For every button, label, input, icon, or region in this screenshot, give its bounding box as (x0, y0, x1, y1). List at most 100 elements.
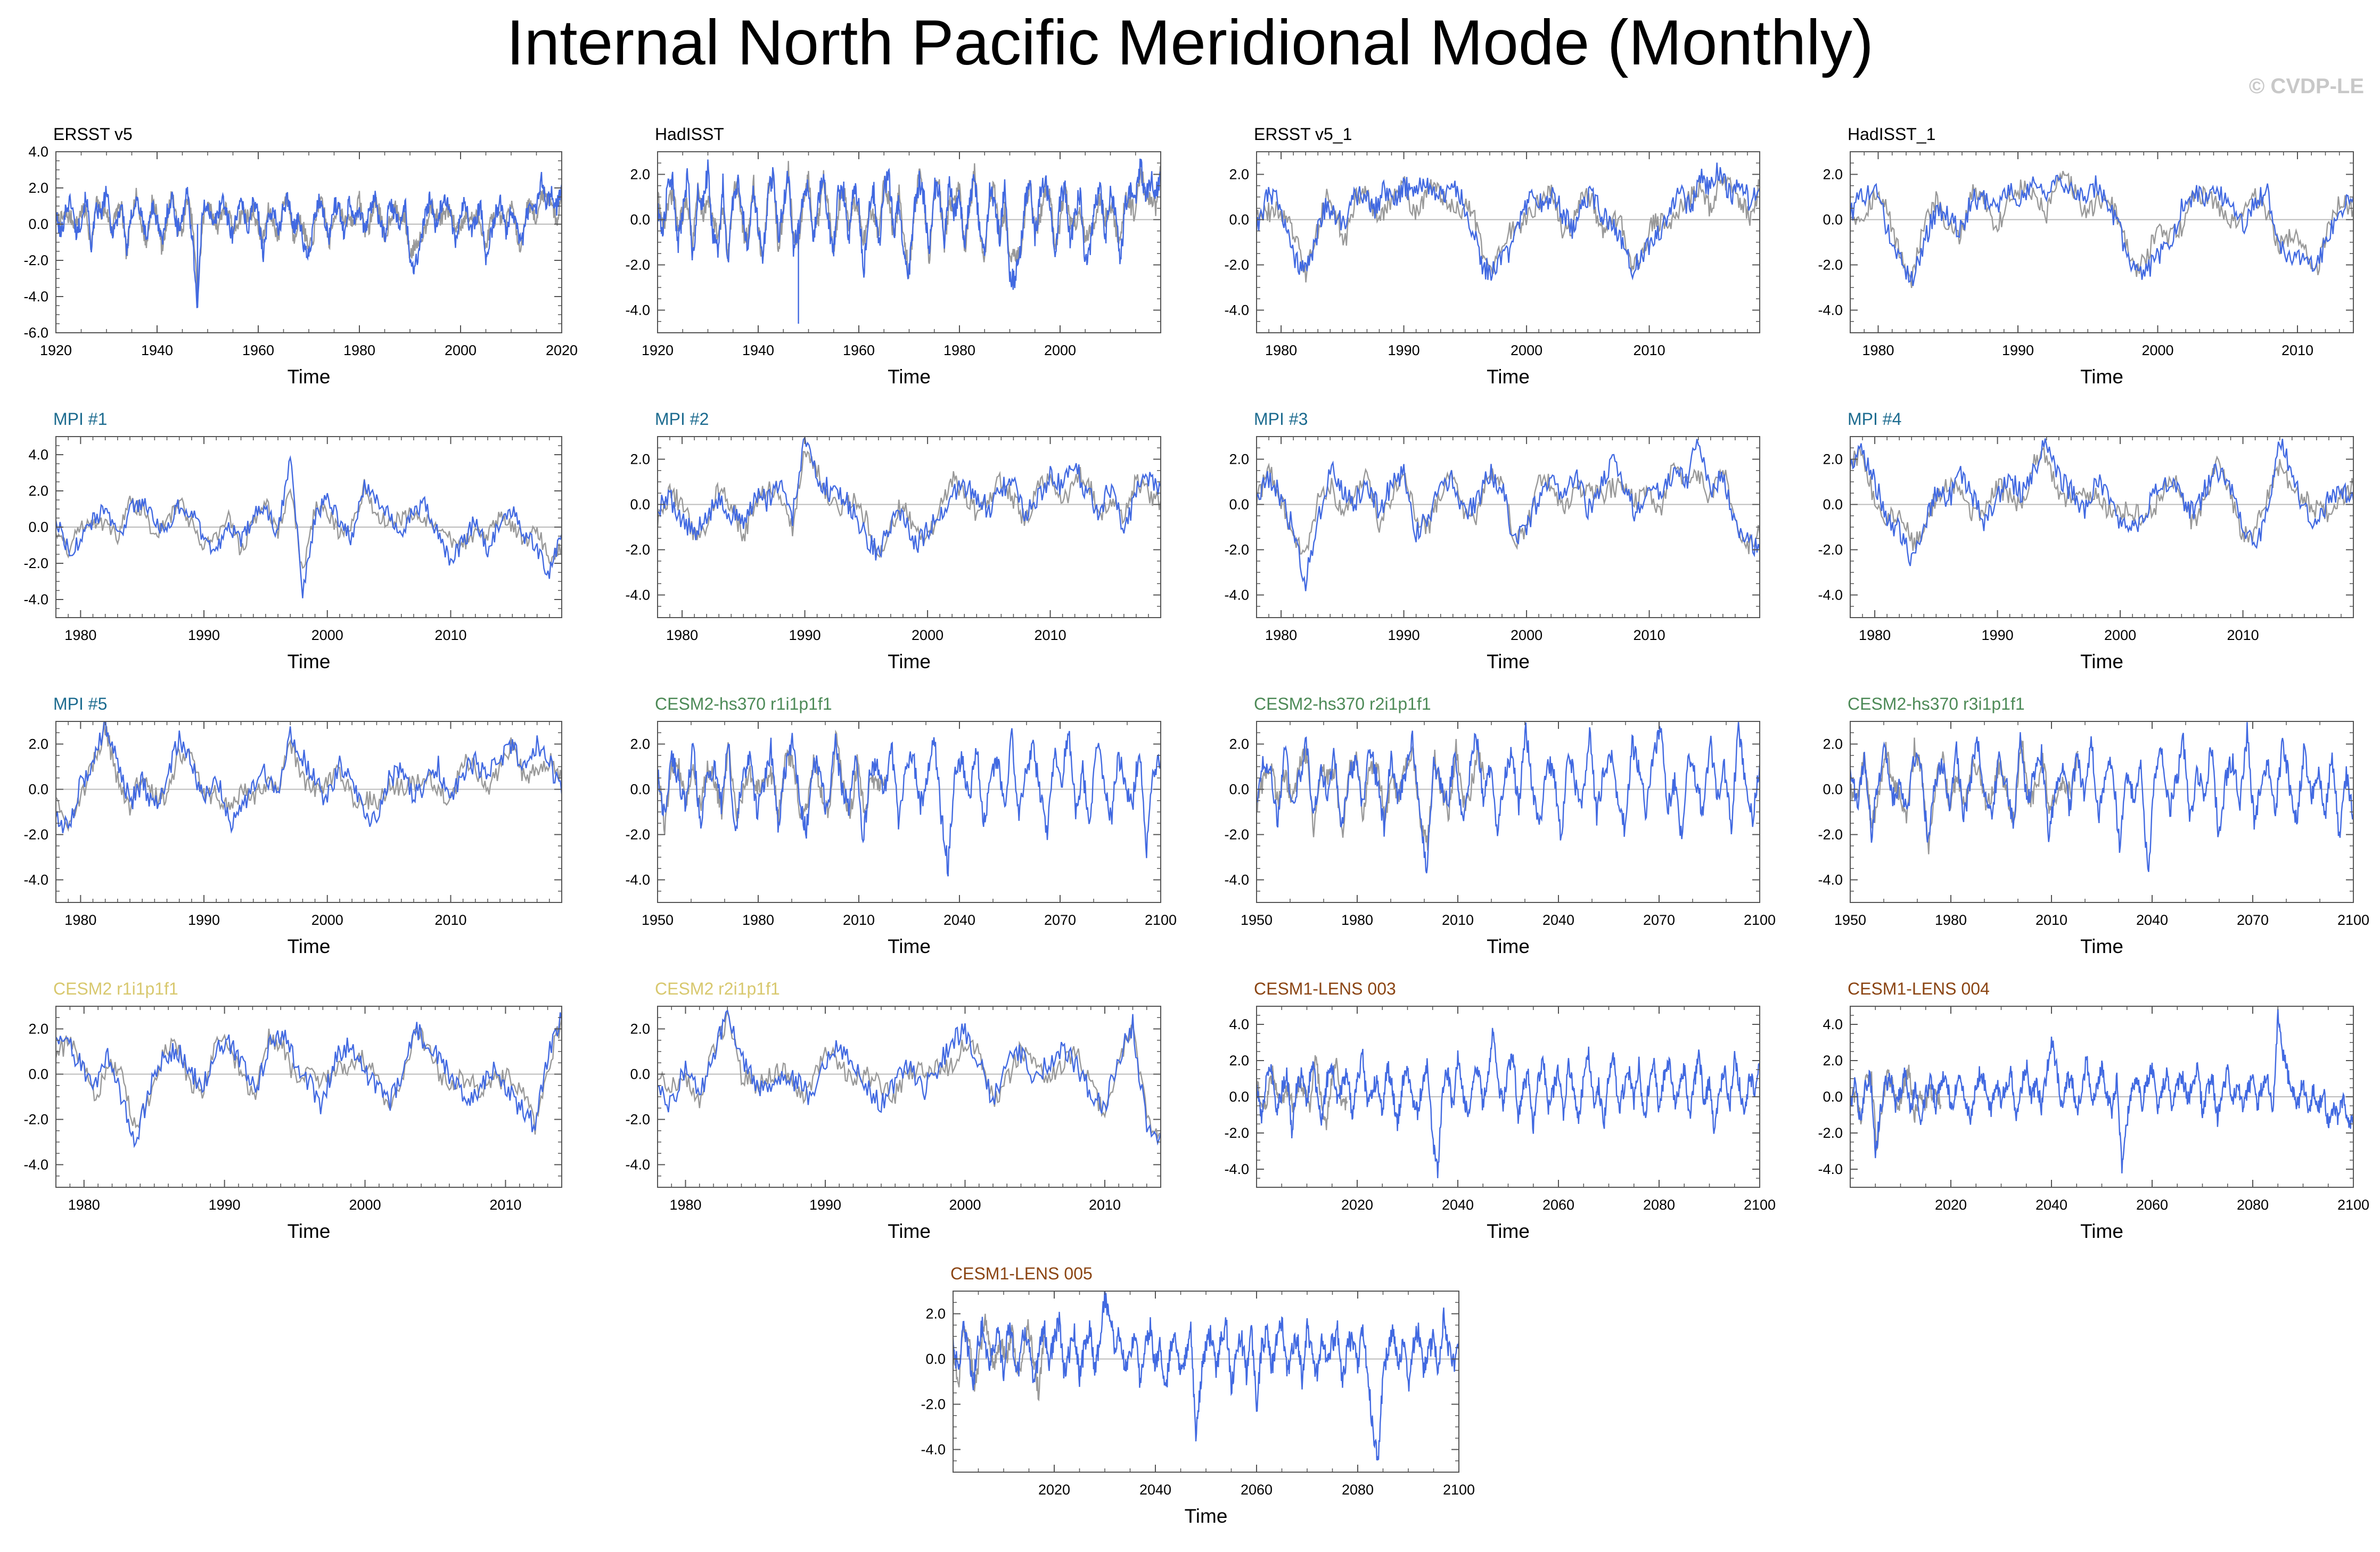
x-tick-label: 1980 (343, 342, 375, 358)
observations-line (56, 186, 562, 297)
y-tick-label: 2.0 (1823, 736, 1843, 752)
x-tick-label: 2010 (434, 627, 466, 643)
panel-title: MPI #5 (53, 694, 107, 713)
x-tick-label: 1980 (669, 1197, 701, 1213)
member-line (658, 158, 1161, 290)
x-tick-label: 2020 (1341, 1197, 1373, 1213)
member-line (658, 437, 1161, 561)
panel-title: CESM1-LENS 004 (1848, 979, 1990, 998)
x-tick-label: 2010 (2227, 627, 2259, 643)
y-tick-label: 2.0 (630, 451, 650, 467)
panel-title: CESM1-LENS 003 (1254, 979, 1396, 998)
panel-title: CESM2-hs370 r1i1p1f1 (655, 694, 832, 713)
panel-16: CESM1-LENS 004 2020 2040 2060 2080 2100 -4.0 -2… (1818, 979, 2369, 1242)
observations-line (56, 479, 562, 569)
plot-area (1850, 170, 2353, 289)
panel-3: ERSST v5_1 1980 1990 2000 2010 -4.0 -2.0 0.0 2.0… (1224, 125, 1760, 388)
x-tick-label: 1940 (141, 342, 173, 358)
x-tick-label: 1920 (40, 342, 72, 358)
panel-8: MPI #4 1980 1990 2000 2010 -4.0 -2.0 0.0 2.0 Time (1818, 409, 2354, 672)
x-tick-label: 1980 (64, 912, 96, 928)
plot-area (56, 171, 562, 308)
member-line (1257, 1028, 1760, 1178)
x-axis-label: Time (2080, 1220, 2123, 1242)
x-tick-label: 1980 (1265, 627, 1297, 643)
y-tick-label: 0.0 (630, 497, 650, 513)
plot-area (1850, 722, 2353, 872)
x-axis-label: Time (288, 935, 331, 957)
y-tick-label: -4.0 (1224, 872, 1249, 888)
y-tick-label: -4.0 (1224, 302, 1249, 318)
y-tick-label: 2.0 (630, 1021, 650, 1037)
y-tick-label: 2.0 (1229, 736, 1249, 752)
y-tick-label: -2.0 (625, 257, 650, 273)
plot-area (1257, 722, 1760, 874)
y-tick-label: -2.0 (23, 827, 48, 843)
x-tick-label: 2000 (2104, 627, 2136, 643)
x-tick-label: 2040 (1542, 912, 1574, 928)
y-tick-label: -6.0 (23, 325, 48, 341)
y-tick-label: 0.0 (28, 1066, 48, 1082)
observations-line (1257, 175, 1760, 283)
x-tick-label: 2100 (1443, 1482, 1475, 1498)
observations-line (953, 1313, 1045, 1402)
x-tick-label: 2010 (1634, 342, 1665, 358)
x-axis-label: Time (1487, 1220, 1530, 1242)
y-tick-label: -2.0 (921, 1397, 946, 1413)
member-line (56, 721, 562, 834)
y-tick-label: -4.0 (625, 872, 650, 888)
y-tick-label: 2.0 (1229, 451, 1249, 467)
y-tick-label: 0.0 (1229, 1089, 1249, 1105)
plot-area (658, 728, 1161, 877)
y-tick-label: 2.0 (1823, 451, 1843, 467)
panel-1: ERSST v5 1920 1940 1960 1980 2000 2020 -6.0 -4.0… (23, 125, 578, 388)
x-tick-label: 2080 (1643, 1197, 1675, 1213)
y-tick-label: 0.0 (1823, 212, 1843, 228)
x-tick-label: 1980 (1265, 342, 1297, 358)
y-tick-label: -4.0 (625, 302, 650, 318)
y-tick-label: 2.0 (28, 483, 48, 499)
y-tick-label: 0.0 (630, 782, 650, 798)
panel-title: CESM2 r2i1p1f1 (655, 979, 780, 998)
panel-2: HadISST 1920 1940 1960 1980 2000 -4.0 -2.0 0.0 2.… (625, 125, 1161, 388)
y-tick-label: -4.0 (1818, 302, 1843, 318)
plot-area (658, 1009, 1161, 1146)
panel-9: MPI #5 1980 1990 2000 2010 -4.0 -2.0 0.0 2.0 Time (23, 694, 562, 957)
x-tick-label: 2000 (311, 627, 343, 643)
x-tick-label: 1950 (1834, 912, 1866, 928)
member-line (953, 1291, 1459, 1461)
x-tick-label: 2000 (949, 1197, 981, 1213)
x-tick-label: 2000 (349, 1197, 381, 1213)
x-tick-label: 1990 (209, 1197, 241, 1213)
x-tick-label: 2010 (434, 912, 466, 928)
panel-11: CESM2-hs370 r2i1p1f1 1950 1980 2010 2040 2070… (1224, 694, 1776, 957)
y-tick-label: -4.0 (1818, 872, 1843, 888)
y-tick-label: -2.0 (1224, 827, 1249, 843)
member-line (1850, 722, 2353, 872)
y-tick-label: -4.0 (1818, 1161, 1843, 1177)
y-tick-label: 4.0 (1823, 1016, 1843, 1032)
y-tick-label: 4.0 (28, 144, 48, 160)
x-tick-label: 1990 (1388, 627, 1420, 643)
y-tick-label: 2.0 (1823, 1053, 1843, 1069)
x-tick-label: 1960 (843, 342, 875, 358)
y-tick-label: 0.0 (1823, 782, 1843, 798)
x-tick-label: 2010 (843, 912, 875, 928)
y-tick-label: -4.0 (1818, 587, 1843, 603)
panel-14: CESM2 r2i1p1f1 1980 1990 2000 2010 -4.0 -2.0 0.… (625, 979, 1161, 1242)
x-tick-label: 1980 (943, 342, 975, 358)
x-tick-label: 1940 (742, 342, 774, 358)
x-tick-label: 2000 (1511, 627, 1542, 643)
x-tick-label: 2080 (1342, 1482, 1374, 1498)
x-tick-label: 2060 (1542, 1197, 1574, 1213)
panel-frame (1256, 151, 1760, 333)
x-tick-label: 2000 (912, 627, 943, 643)
y-tick-label: 4.0 (1229, 1016, 1249, 1032)
x-tick-label: 1990 (188, 912, 220, 928)
y-tick-label: 0.0 (1823, 1089, 1843, 1105)
x-tick-label: 1980 (666, 627, 698, 643)
panel-title: HadISST (655, 125, 724, 144)
panel-frame (55, 721, 562, 903)
figure-title: Internal North Pacific Meridional Mode (… (506, 7, 1874, 78)
y-tick-label: -2.0 (23, 1112, 48, 1128)
